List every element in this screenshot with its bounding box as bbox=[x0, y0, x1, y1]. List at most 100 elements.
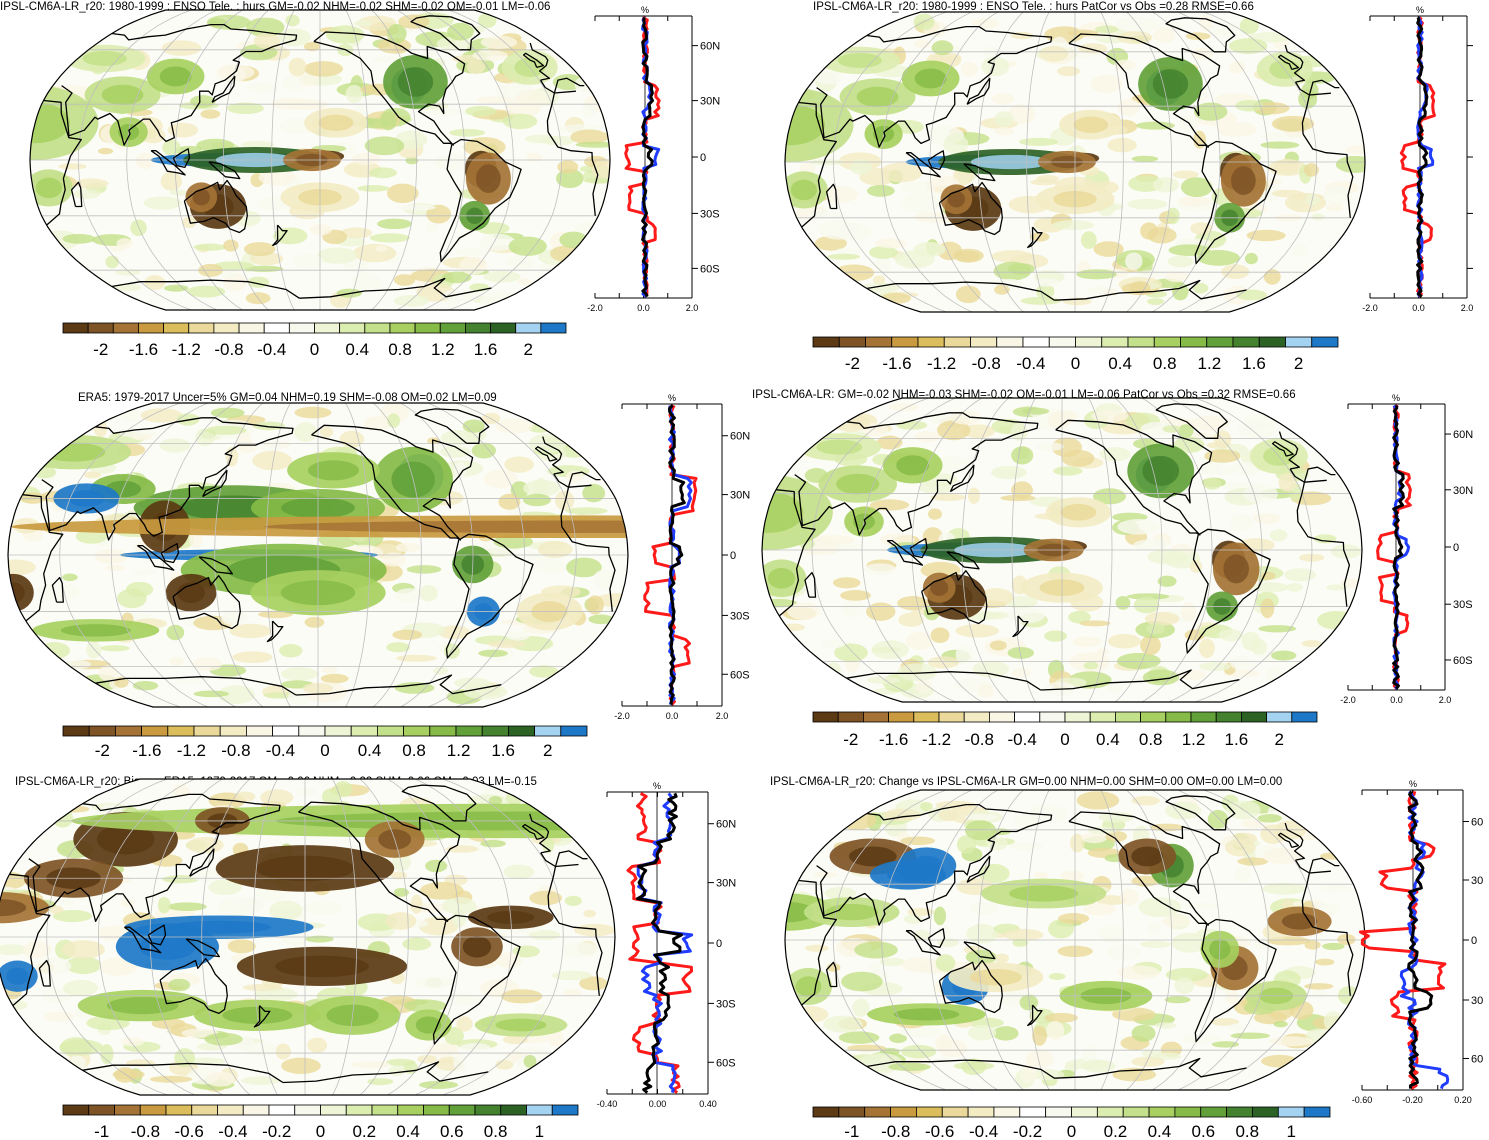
field-patch bbox=[1244, 252, 1258, 265]
field-patch bbox=[456, 1016, 473, 1032]
field-patch bbox=[193, 243, 227, 251]
coastline-greenland bbox=[1165, 795, 1236, 831]
colorbar-label: -0.8 bbox=[972, 354, 1001, 373]
field-anomaly-core bbox=[914, 68, 947, 89]
coastline-antarctica bbox=[95, 674, 502, 696]
coastline-japan bbox=[211, 75, 236, 103]
map-field bbox=[8, 403, 628, 707]
colorbar-swatch bbox=[165, 1104, 193, 1116]
field-patch bbox=[219, 268, 237, 278]
field-patch bbox=[1239, 17, 1259, 35]
colorbar-label: -0.2 bbox=[262, 1122, 291, 1140]
field-patch bbox=[115, 268, 141, 276]
field-patch bbox=[583, 909, 596, 918]
colorbar-swatch bbox=[298, 725, 326, 737]
field-patch bbox=[208, 879, 243, 895]
panel-title: IPSL-CM6A-LR_r20: Change vs IPSL-CM6A-LR… bbox=[770, 776, 1282, 788]
coastline-nz bbox=[266, 620, 284, 643]
field-patch bbox=[275, 1043, 291, 1060]
coastline-madagascar bbox=[70, 181, 83, 208]
field-patch bbox=[496, 952, 522, 968]
coastline-nz bbox=[272, 224, 288, 247]
field-patch bbox=[303, 41, 321, 52]
colorbar-swatch bbox=[314, 322, 341, 334]
field-patch bbox=[377, 218, 412, 230]
field-patch bbox=[178, 676, 209, 684]
colorbar-swatch bbox=[62, 1104, 90, 1116]
field-patch bbox=[1271, 115, 1315, 132]
field-patch bbox=[73, 189, 100, 199]
profile-lat-label: 60 bbox=[1471, 1053, 1483, 1065]
field-patch bbox=[522, 493, 551, 507]
map-field bbox=[762, 398, 1362, 702]
profile-curve-black bbox=[641, 17, 654, 298]
field-patch bbox=[384, 912, 417, 930]
field-patch bbox=[1107, 633, 1141, 649]
profile-lat-label: 60S bbox=[1453, 655, 1473, 667]
field-anomaly-core bbox=[0, 898, 27, 917]
field-patch bbox=[935, 800, 977, 810]
profile-tick-label: 0.00 bbox=[649, 1099, 667, 1109]
panel-5: IPSL-CM6A-LR_r20: Bias vs ERA5: 1979-201… bbox=[0, 776, 736, 1140]
field-patch bbox=[846, 1044, 887, 1052]
profile-lat-label: 60S bbox=[716, 1057, 736, 1069]
field-patch bbox=[405, 156, 419, 165]
panel-title: IPSL-CM6A-LR_r20: 1980-1999 : ENSO Tele.… bbox=[813, 1, 1254, 13]
field-patch bbox=[1165, 801, 1202, 820]
colorbar-swatch bbox=[114, 1104, 141, 1116]
field-patch bbox=[1270, 650, 1297, 661]
field-patch bbox=[1317, 885, 1352, 892]
field-patch bbox=[476, 96, 512, 104]
field-patch bbox=[426, 204, 452, 224]
colorbar-swatch bbox=[263, 322, 290, 334]
field-patch bbox=[588, 614, 614, 625]
field-patch bbox=[1068, 610, 1091, 624]
field-patch bbox=[100, 1044, 114, 1064]
field-patch bbox=[1133, 596, 1160, 614]
field-patch bbox=[937, 809, 959, 822]
field-patch bbox=[190, 95, 216, 108]
field-patch bbox=[1246, 229, 1286, 242]
field-patch bbox=[866, 602, 896, 621]
colorbar-swatch bbox=[534, 725, 562, 737]
field-patch bbox=[417, 1054, 437, 1064]
colorbar-label: -0.8 bbox=[221, 741, 250, 760]
colorbar-swatch bbox=[87, 322, 114, 334]
field-patch bbox=[827, 253, 861, 260]
map-border bbox=[784, 11, 1366, 313]
field-patch bbox=[523, 1054, 537, 1068]
field-anomaly-core bbox=[462, 936, 492, 958]
colorbar-swatch bbox=[812, 711, 839, 723]
field-patch bbox=[418, 916, 459, 936]
field-patch bbox=[294, 406, 332, 419]
field-patch bbox=[478, 649, 508, 658]
panel-4: IPSL-CM6A-LR: GM=-0.02 NHM=-0.03 SHM=-0.… bbox=[752, 389, 1473, 749]
field-patch bbox=[943, 134, 969, 154]
colorbar-swatch bbox=[474, 1104, 502, 1116]
colorbar-label: 2 bbox=[524, 340, 533, 359]
field-patch bbox=[1011, 446, 1034, 465]
field-patch bbox=[968, 1025, 997, 1041]
field-anomaly-core bbox=[825, 903, 879, 921]
field-patch bbox=[394, 588, 425, 603]
profile-tick-label: 0.0 bbox=[1412, 303, 1425, 313]
field-patch bbox=[419, 881, 464, 900]
field-patch bbox=[169, 657, 184, 666]
field-patch bbox=[131, 433, 152, 441]
colorbar-swatch bbox=[62, 322, 89, 334]
field-patch bbox=[1096, 648, 1110, 655]
field-patch bbox=[1174, 977, 1195, 994]
field-patch bbox=[162, 139, 181, 156]
field-patch bbox=[232, 651, 273, 664]
field-patch bbox=[1262, 882, 1306, 895]
panel-3: ERA5: 1979-2017 Uncer=5% GM=0.04 NHM=0.1… bbox=[7, 392, 750, 760]
coastline-indonesia bbox=[886, 539, 924, 566]
coastline-australia bbox=[172, 575, 241, 630]
colorbar-swatch bbox=[864, 1106, 891, 1118]
field-patch bbox=[1326, 203, 1343, 212]
field-patch bbox=[813, 871, 837, 878]
colorbar-label: -0.8 bbox=[214, 340, 243, 359]
field-patch bbox=[1131, 795, 1161, 806]
colorbar-label: 0 bbox=[1071, 354, 1080, 373]
field-patch bbox=[269, 900, 303, 921]
